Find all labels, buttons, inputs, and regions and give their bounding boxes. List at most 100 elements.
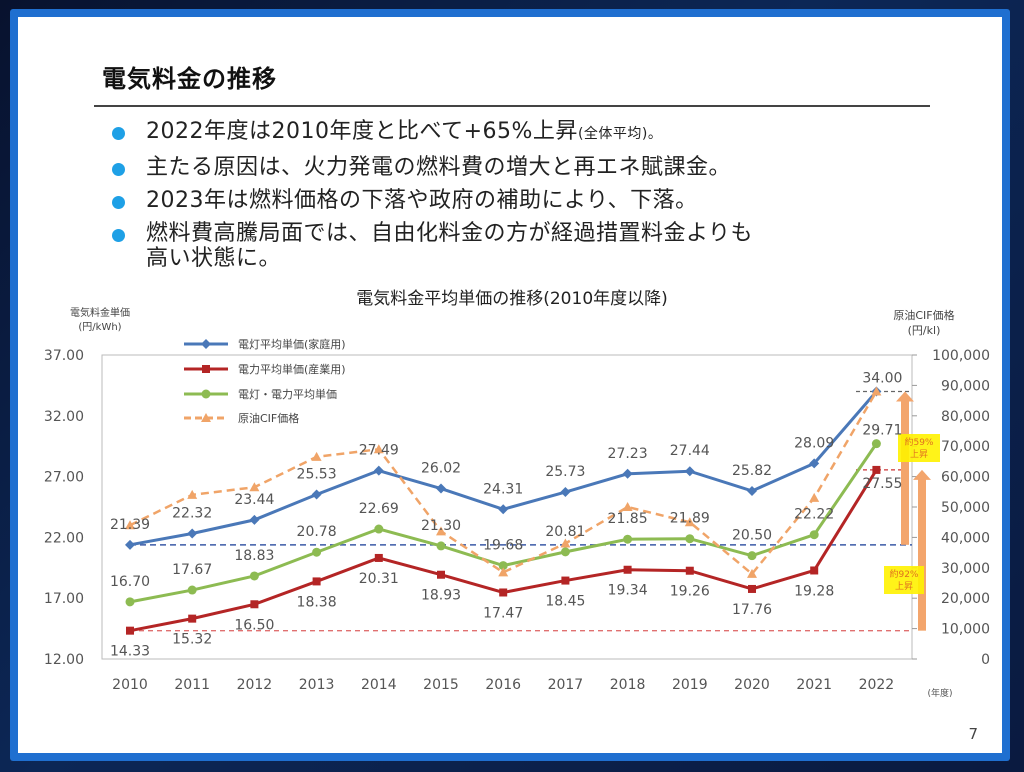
y-right-tick-label: 90,000 (941, 378, 990, 394)
data-point (436, 483, 446, 494)
data-point (312, 547, 322, 557)
bullet-item: 主たる原因は、火力発電の燃料費の増大と再エネ賦課金。 (110, 151, 930, 184)
y-right-tick-label: 100,000 (932, 348, 990, 364)
data-label: 28.09 (794, 435, 834, 451)
annotation-text: 上昇 (910, 449, 928, 460)
bullet-text-continued: 高い状態に。 (146, 246, 282, 271)
data-point (747, 485, 757, 496)
data-point (622, 502, 633, 511)
x-tick-label: 2020 (734, 677, 770, 693)
annotation-box (898, 434, 940, 462)
x-tick-label: 2015 (423, 677, 459, 693)
data-label: 18.38 (297, 594, 337, 610)
bullet-dot-icon (112, 229, 125, 242)
bullet-text: 2023年は燃料価格の下落や政府の補助により、下落。 (146, 188, 698, 213)
data-label: 14.33 (110, 644, 150, 660)
annotation-text: 約59% (904, 436, 933, 448)
data-point (623, 534, 633, 544)
data-point (622, 468, 633, 479)
data-label: 19.28 (794, 583, 834, 599)
x-tick-label: 2019 (672, 677, 708, 693)
y-right-tick-label: 0 (981, 652, 990, 668)
data-label: 18.45 (545, 594, 585, 610)
legend-label: 電力平均単価(産業用) (238, 362, 346, 376)
bullet-dot-icon (112, 127, 125, 140)
data-label: 21.89 (670, 511, 710, 527)
data-point (374, 553, 383, 562)
data-point (498, 504, 509, 515)
increase-arrow-head (913, 469, 931, 480)
data-label: 18.83 (234, 548, 274, 564)
data-point (249, 482, 260, 492)
bullet-item: 燃料費高騰局面では、自由化料金の方が経過措置料金よりも 高い状態に。 (110, 217, 930, 272)
data-label: 27.49 (359, 443, 399, 459)
data-point (809, 492, 820, 502)
bullet-dot-icon (112, 163, 125, 176)
slide: 電気料金の推移 2022年度は2010年度と比べて+65%上昇(全体平均)。 主… (18, 17, 1002, 753)
y-left-unit: (円/kWh) (78, 322, 121, 333)
data-point (187, 585, 197, 595)
bullet-text: 燃料費高騰局面では、自由化料金の方が経過措置料金よりも (146, 221, 754, 246)
data-label: 34.00 (862, 370, 902, 386)
y-right-tick-label: 20,000 (941, 591, 990, 607)
data-point (684, 517, 695, 527)
x-tick-label: 2018 (610, 677, 646, 693)
legend-label: 電灯平均単価(家庭用) (238, 337, 346, 351)
y-left-tick-label: 27.00 (44, 470, 84, 486)
data-point (747, 568, 757, 578)
data-point (373, 444, 384, 454)
data-point (373, 465, 384, 476)
x-tick-label: 2016 (485, 677, 521, 693)
data-point (684, 466, 695, 477)
increase-arrow-industrial (918, 475, 926, 631)
data-label: 20.81 (545, 524, 585, 540)
data-point (872, 465, 881, 474)
data-point (249, 571, 259, 581)
x-tick-label: 2012 (237, 677, 273, 693)
data-point (809, 530, 819, 540)
data-point (374, 524, 384, 534)
y-right-tick-label: 60,000 (941, 470, 990, 486)
bullet-dot-icon (112, 196, 125, 209)
x-tick-label: 2021 (796, 677, 832, 693)
data-label: 17.76 (732, 602, 772, 618)
legend-marker (201, 339, 211, 349)
data-label: 27.55 (862, 476, 902, 492)
y-left-tick-label: 12.00 (44, 652, 84, 668)
bullet-list: 2022年度は2010年度と比べて+65%上昇(全体平均)。 主たる原因は、火力… (110, 115, 930, 272)
data-point (436, 541, 446, 551)
chart-title: 電気料金平均単価の推移(2010年度以降) (356, 289, 668, 309)
data-point (560, 487, 571, 498)
data-label: 19.34 (608, 583, 648, 599)
y-right-label: 原油CIF価格 (893, 308, 954, 322)
y-right-tick-label: 50,000 (941, 500, 990, 516)
data-label: 27.23 (608, 446, 648, 462)
data-point (747, 551, 757, 561)
data-label: 17.67 (172, 562, 212, 578)
x-tick-label: 2013 (299, 677, 335, 693)
y-left-label: 電気料金単価 (70, 306, 130, 319)
increase-arrow-household (901, 397, 909, 545)
data-point (187, 489, 198, 499)
data-point (560, 538, 571, 548)
data-label: 29.71 (862, 423, 902, 439)
bullet-item: 2022年度は2010年度と比べて+65%上昇(全体平均)。 (110, 115, 930, 151)
data-label: 22.32 (172, 506, 212, 522)
data-label: 19.68 (483, 538, 523, 554)
data-point (436, 526, 446, 536)
y-left-tick-label: 17.00 (44, 591, 84, 607)
data-label: 18.93 (421, 588, 461, 604)
data-point (249, 514, 260, 525)
x-tick-label: 2011 (174, 677, 210, 693)
legend-marker (201, 389, 211, 399)
data-label: 16.70 (110, 574, 150, 590)
x-tick-label: 2014 (361, 677, 397, 693)
annotation-text: 約92% (889, 568, 918, 580)
data-point (809, 458, 820, 469)
data-point (623, 565, 632, 574)
data-point (685, 534, 695, 544)
bullet-text: 主たる原因は、火力発電の燃料費の増大と再エネ賦課金。 (146, 155, 732, 180)
data-label: 27.44 (670, 443, 710, 459)
data-point (125, 520, 135, 530)
